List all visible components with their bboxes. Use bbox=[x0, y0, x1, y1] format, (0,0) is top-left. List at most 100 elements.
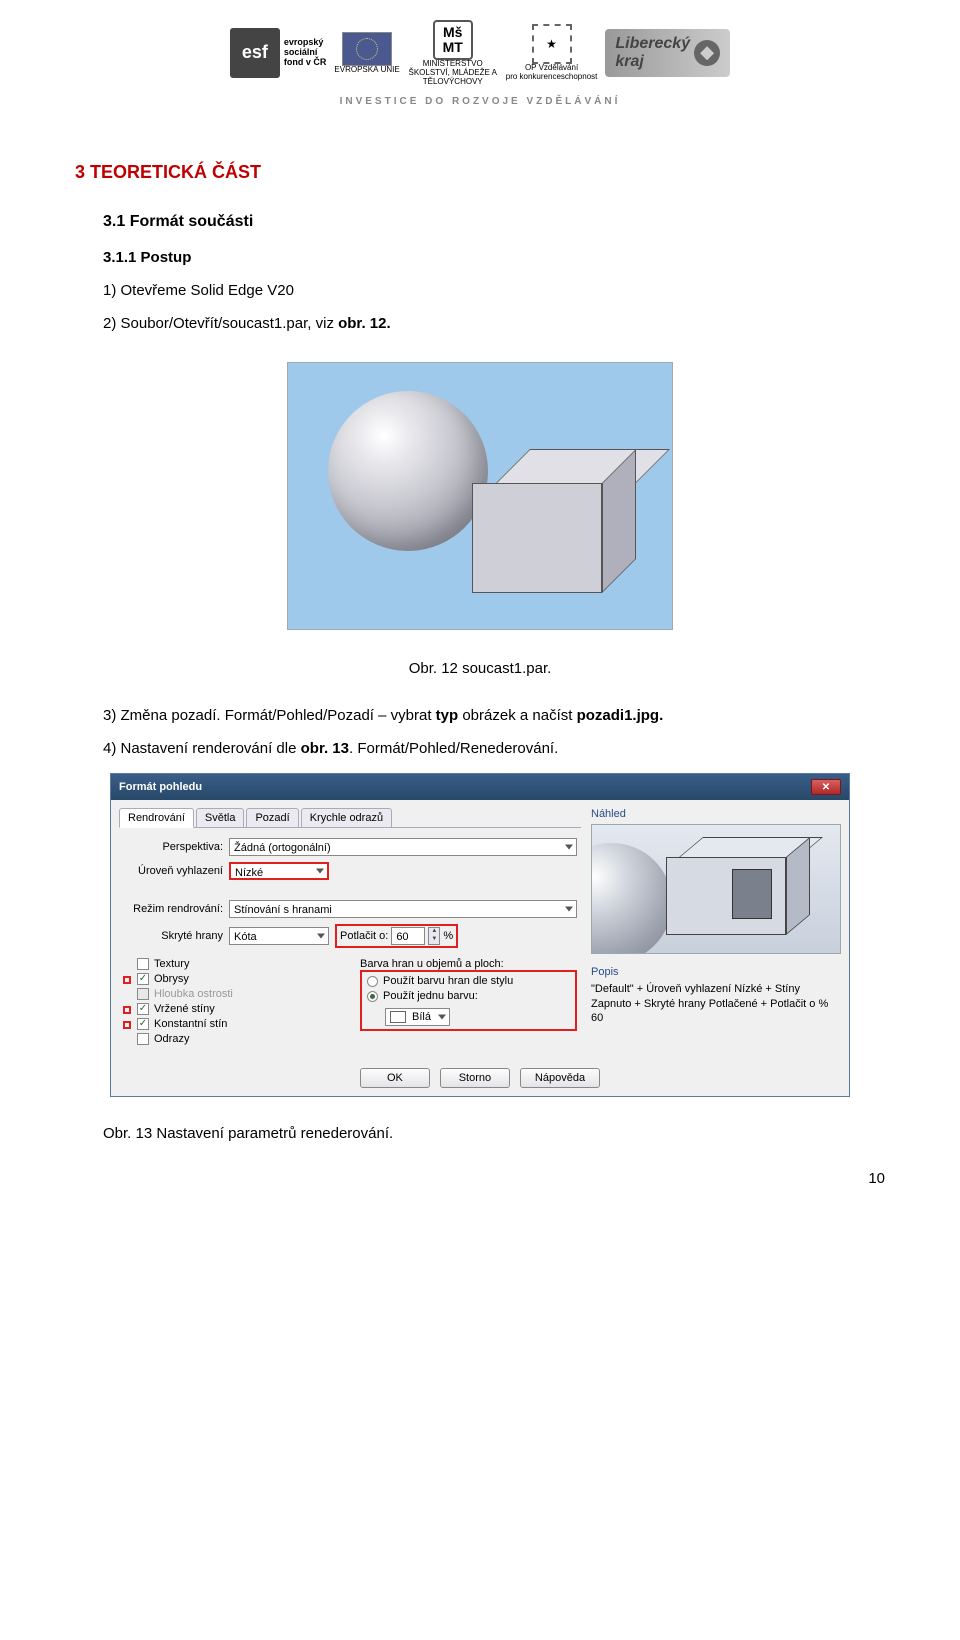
tab-rendrovani[interactable]: Rendrování bbox=[119, 808, 194, 828]
preview-box bbox=[591, 824, 841, 954]
header-logos: esf evropský sociální fond v ČR EVROPSKÁ… bbox=[75, 0, 885, 86]
step-4: 4) Nastavení renderování dle obr. 13. Fo… bbox=[75, 740, 885, 757]
cube-shape bbox=[472, 449, 642, 599]
checkbox-row: Hloubka ostrosti bbox=[123, 988, 340, 1000]
step-3-c: obrázek a načíst bbox=[458, 707, 576, 724]
checkbox-label: Obrysy bbox=[154, 973, 189, 985]
figure-12 bbox=[75, 362, 885, 630]
checkbox[interactable] bbox=[137, 958, 149, 970]
sphere-shape bbox=[328, 391, 488, 551]
step-2: 2) Soubor/Otevřít/soucast1.par, viz obr.… bbox=[75, 315, 885, 332]
step-3-a: 3) Změna pozadí. Formát/Pohled/Pozadí – … bbox=[103, 707, 436, 724]
checkbox[interactable]: ✓ bbox=[137, 973, 149, 985]
checkbox-label: Textury bbox=[154, 958, 189, 970]
potlacit-spinner[interactable]: ▲▼ bbox=[428, 927, 440, 945]
esf-text2: sociální bbox=[284, 47, 318, 57]
tab-svetla[interactable]: Světla bbox=[196, 808, 245, 827]
ok-button[interactable]: OK bbox=[360, 1068, 430, 1088]
step-4-a: 4) Nastavení renderování dle bbox=[103, 740, 301, 757]
uroven-dropdown[interactable]: Nízké bbox=[229, 862, 329, 880]
close-icon: ✕ bbox=[822, 782, 830, 793]
barva-heading: Barva hran u objemů a ploch: bbox=[360, 958, 577, 970]
potlacit-group: Potlačit o: 60 ▲▼ % bbox=[335, 924, 458, 948]
checkbox-row: ✓ Obrysy bbox=[123, 973, 340, 985]
highlight-marker-icon bbox=[123, 1006, 131, 1014]
checkbox-column: Textury ✓ Obrysy Hloubka ostrosti ✓ Vržené st… bbox=[123, 958, 340, 1048]
op-icon bbox=[532, 24, 572, 64]
esf-logo: esf evropský sociální fond v ČR bbox=[230, 28, 327, 78]
napoveda-button[interactable]: Nápověda bbox=[520, 1068, 600, 1088]
kraj-text1: Liberecký bbox=[615, 35, 690, 52]
checkbox-row: Odrazy bbox=[123, 1033, 340, 1045]
preview-sphere-icon bbox=[591, 843, 672, 954]
esf-text1: evropský bbox=[284, 37, 324, 47]
rezim-label: Režim rendrování: bbox=[123, 903, 223, 915]
skryte-label: Skryté hrany bbox=[123, 930, 223, 942]
eu-label: EVROPSKÁ UNIE bbox=[334, 66, 399, 75]
nahled-label: Náhled bbox=[591, 808, 841, 820]
dialog-titlebar[interactable]: Formát pohledu ✕ bbox=[111, 774, 849, 800]
eu-flag-icon bbox=[342, 32, 392, 66]
esf-text3: fond v ČR bbox=[284, 57, 327, 67]
step-4-c: . Formát/Pohled/Renederování. bbox=[349, 740, 558, 757]
checkbox[interactable]: ✓ bbox=[137, 1003, 149, 1015]
figure-13: Formát pohledu ✕ Rendrování Světla Pozad… bbox=[75, 773, 885, 1097]
page-number: 10 bbox=[75, 1170, 885, 1187]
figure-12-image bbox=[287, 362, 673, 630]
checkbox-row: Textury bbox=[123, 958, 340, 970]
figure-13-caption: Obr. 13 Nastavení parametrů renederování… bbox=[75, 1125, 885, 1142]
preview-cube-icon bbox=[666, 837, 816, 942]
color-dropdown[interactable]: Bílá bbox=[385, 1008, 450, 1026]
popis-label: Popis bbox=[591, 966, 841, 978]
radio-single-label: Použít jednu barvu: bbox=[383, 990, 478, 1002]
rezim-dropdown[interactable]: Stínování s hranami bbox=[229, 900, 577, 918]
step-3: 3) Změna pozadí. Formát/Pohled/Pozadí – … bbox=[75, 707, 885, 724]
step-2-ref: obr. 12. bbox=[338, 315, 391, 332]
edge-radio-group: Použít barvu hran dle stylu Použít jednu… bbox=[360, 970, 577, 1031]
color-name: Bílá bbox=[412, 1011, 431, 1023]
popis-text: "Default" + Úroveň vyhlazení Nízké + Stí… bbox=[591, 982, 841, 1025]
potlacit-label: Potlačit o: bbox=[340, 930, 388, 942]
msmt-logo: Mš MT MINISTERSTVO ŠKOLSTVÍ, MLÁDEŽE A T… bbox=[408, 20, 498, 86]
op-logo: OP Vzdělávání pro konkurenceschopnost bbox=[506, 24, 598, 82]
perspektiva-label: Perspektiva: bbox=[123, 841, 223, 853]
storno-button[interactable]: Storno bbox=[440, 1068, 510, 1088]
msmt-icon: Mš MT bbox=[433, 20, 473, 60]
msmt-sub: MINISTERSTVO ŠKOLSTVÍ, MLÁDEŽE A TĚLOVÝC… bbox=[408, 60, 498, 86]
step-3-d: pozadi1.jpg. bbox=[577, 707, 664, 724]
step-3-b: typ bbox=[436, 707, 459, 724]
checkbox-label: Konstantní stín bbox=[154, 1018, 227, 1030]
highlight-marker-icon bbox=[123, 976, 131, 984]
radio-single-color[interactable] bbox=[367, 991, 378, 1002]
step-1: 1) Otevřeme Solid Edge V20 bbox=[75, 282, 885, 299]
close-button[interactable]: ✕ bbox=[811, 779, 841, 795]
subsection-title: 3.1 Formát součásti bbox=[75, 213, 885, 231]
uroven-label: Úroveň vyhlazení bbox=[123, 865, 223, 877]
checkbox-label: Odrazy bbox=[154, 1033, 189, 1045]
highlight-marker-icon bbox=[123, 1021, 131, 1029]
skryte-dropdown[interactable]: Kóta bbox=[229, 927, 329, 945]
color-swatch-icon bbox=[390, 1011, 406, 1023]
kraj-swirl-icon bbox=[694, 40, 720, 66]
checkbox-label: Hloubka ostrosti bbox=[154, 988, 233, 1000]
checkbox-row: ✓ Konstantní stín bbox=[123, 1018, 340, 1030]
subsubsection-title: 3.1.1 Postup bbox=[75, 249, 885, 266]
step-2-text: 2) Soubor/Otevřít/soucast1.par, viz bbox=[103, 315, 338, 332]
dialog-title: Formát pohledu bbox=[119, 781, 202, 793]
tab-krychle[interactable]: Krychle odrazů bbox=[301, 808, 392, 827]
radio-style-color[interactable] bbox=[367, 976, 378, 987]
figure-12-caption: Obr. 12 soucast1.par. bbox=[75, 660, 885, 677]
op-sub: pro konkurenceschopnost bbox=[506, 73, 598, 82]
perspektiva-dropdown[interactable]: Žádná (ortogonální) bbox=[229, 838, 577, 856]
step-4-b: obr. 13 bbox=[301, 740, 349, 757]
potlacit-unit: % bbox=[443, 930, 453, 942]
eu-logo: EVROPSKÁ UNIE bbox=[334, 32, 399, 75]
tab-pozadi[interactable]: Pozadí bbox=[246, 808, 298, 827]
potlacit-input[interactable]: 60 bbox=[391, 927, 425, 945]
section-title: 3 TEORETICKÁ ČÁST bbox=[75, 162, 885, 183]
checkbox[interactable] bbox=[137, 1033, 149, 1045]
checkbox-label: Vržené stíny bbox=[154, 1003, 215, 1015]
dialog-format-pohledu: Formát pohledu ✕ Rendrování Světla Pozad… bbox=[110, 773, 850, 1097]
checkbox[interactable]: ✓ bbox=[137, 1018, 149, 1030]
edge-color-column: Barva hran u objemů a ploch: Použít barv… bbox=[360, 958, 577, 1048]
